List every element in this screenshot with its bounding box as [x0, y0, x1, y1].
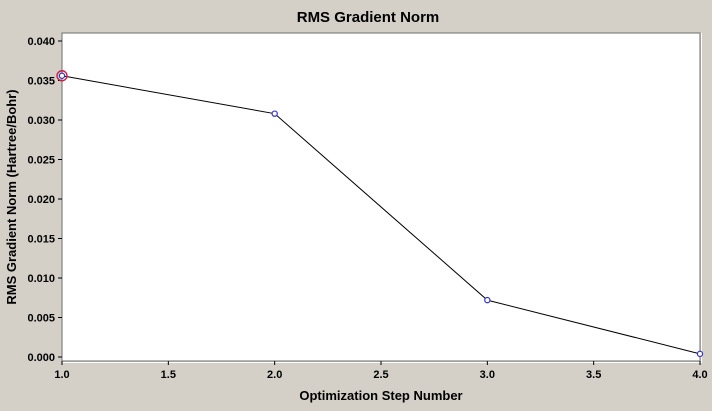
x-tick-label: 2.0: [267, 369, 282, 381]
data-point-marker[interactable]: [58, 72, 66, 79]
x-tick-label: 1.5: [161, 369, 176, 381]
data-point-marker[interactable]: [271, 110, 278, 117]
y-tick-label: 0.010: [27, 273, 55, 285]
y-tick-label: 0.030: [27, 115, 55, 127]
y-tick-label: 0.015: [27, 234, 55, 246]
y-tick-label: 0.005: [27, 313, 55, 325]
y-tick-label: 0.035: [27, 76, 55, 88]
y-axis-label: RMS Gradient Norm (Hartree/Bohr): [4, 89, 19, 304]
y-tick-label: 0.040: [27, 36, 55, 48]
y-tick-label: 0.025: [27, 155, 55, 167]
y-tick-label: 0.020: [27, 194, 55, 206]
plot-background[interactable]: [61, 32, 701, 362]
x-tick-label: 3.0: [480, 369, 495, 381]
series-line: [61, 75, 701, 355]
selected-point-ring: [56, 70, 68, 82]
x-tick-label: 1.0: [54, 369, 69, 381]
x-tick-label: 2.5: [373, 369, 388, 381]
data-point-marker[interactable]: [484, 296, 491, 304]
x-axis-label: Optimization Step Number: [299, 388, 462, 403]
data-point-marker[interactable]: [696, 350, 704, 358]
chart-title: RMS Gradient Norm: [297, 9, 440, 26]
x-tick-label: 3.5: [586, 369, 601, 381]
y-tick-label: 0.000: [27, 352, 55, 364]
x-tick-label: 4.0: [692, 369, 707, 381]
plot-series-group: 1.0 1.5 2.0 2.5 3.0 3.5 4.0 0.000 0.005 0.010 0.01…: [27, 36, 707, 381]
